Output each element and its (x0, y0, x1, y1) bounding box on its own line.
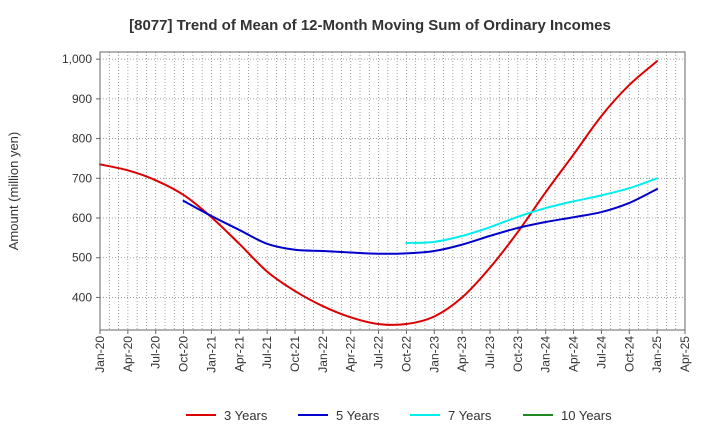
legend-label-10-years: 10 Years (561, 408, 612, 423)
y-tick-label: 400 (72, 290, 92, 304)
x-tick-label: Oct-22 (399, 336, 413, 372)
x-tick-label: Apr-23 (455, 336, 469, 372)
x-tick-label: Jan-22 (316, 336, 330, 373)
x-tick-label: Apr-25 (678, 336, 692, 372)
series-line-3-years (99, 60, 659, 326)
x-tick-label: Jul-22 (372, 336, 386, 369)
x-tick-label: Jul-21 (260, 336, 274, 369)
x-tick-label: Jul-20 (149, 336, 163, 369)
x-tick-label: Apr-21 (232, 336, 246, 372)
legend-label-3-years: 3 Years (224, 408, 268, 423)
legend-label-7-years: 7 Years (448, 408, 492, 423)
x-tick-label: Apr-20 (121, 336, 135, 372)
plot-frame (99, 51, 686, 331)
y-tick-label: 1,000 (62, 52, 92, 66)
series-layer (99, 60, 659, 326)
x-tick-label: Jan-20 (93, 336, 107, 373)
x-tick-label: Apr-24 (567, 336, 581, 372)
legend-label-5-years: 5 Years (336, 408, 380, 423)
grid (100, 52, 685, 330)
y-tick-label: 800 (72, 132, 92, 146)
x-tick-label: Apr-22 (344, 336, 358, 372)
y-axis-ticks: 400 500 600 700 800 900 1,000 (62, 52, 100, 304)
x-tick-label: Oct-24 (622, 336, 636, 372)
x-tick-label: Jan-25 (650, 336, 664, 373)
legend: 3 Years 5 Years 7 Years 10 Years (186, 408, 612, 423)
y-tick-label: 600 (72, 211, 92, 225)
x-axis-ticks: Jan-20 Apr-20 Jul-20 Oct-20 Jan-21 Apr-21 Jul-… (93, 330, 692, 373)
x-tick-label: Jan-23 (427, 336, 441, 373)
x-tick-label: Oct-20 (177, 336, 191, 372)
x-tick-label: Oct-23 (511, 336, 525, 372)
series-line-7-years (405, 177, 659, 245)
y-tick-label: 700 (72, 171, 92, 185)
x-tick-label: Jul-23 (483, 336, 497, 369)
x-tick-label: Jul-24 (594, 336, 608, 369)
chart-title: [8077] Trend of Mean of 12-Month Moving … (129, 17, 611, 34)
x-tick-label: Oct-21 (288, 336, 302, 372)
series-line-5-years (182, 188, 659, 255)
x-tick-label: Jan-21 (204, 336, 218, 373)
y-axis-label: Amount (million yen) (6, 132, 21, 251)
x-tick-label: Jan-24 (539, 336, 553, 373)
y-tick-label: 900 (72, 92, 92, 106)
y-tick-label: 500 (72, 251, 92, 265)
